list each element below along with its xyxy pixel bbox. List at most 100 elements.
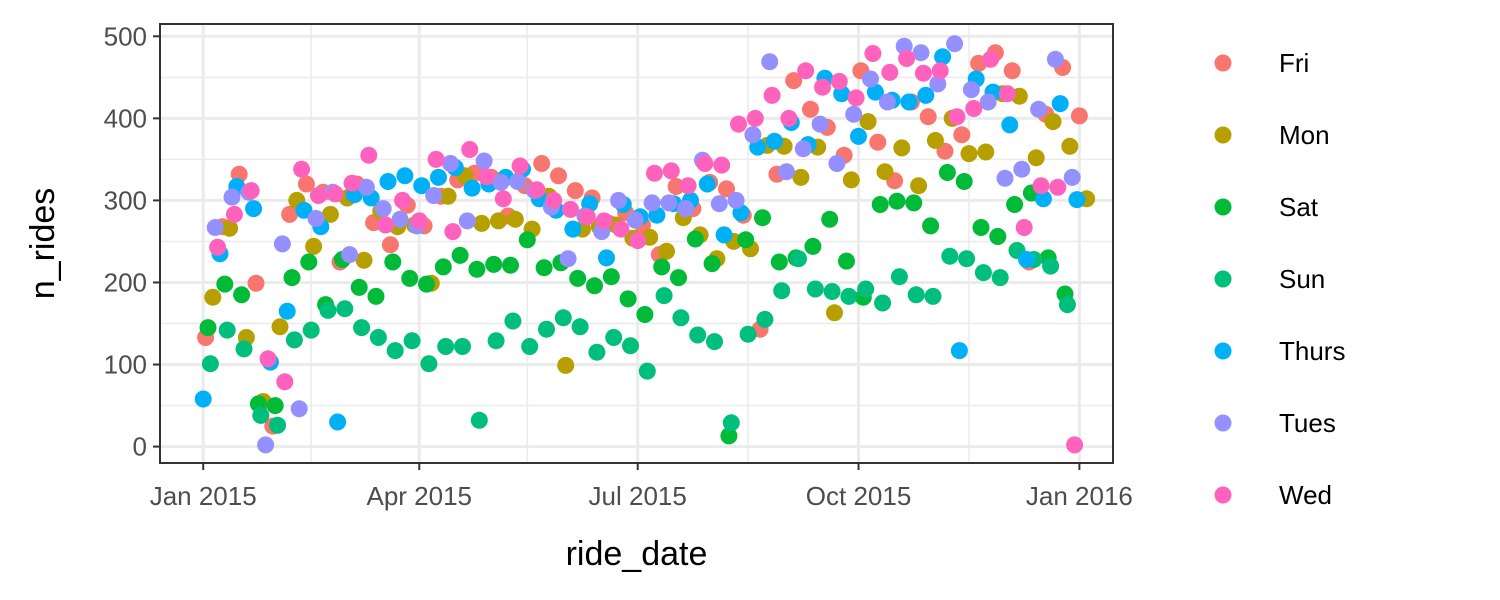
data-point-sun bbox=[554, 309, 572, 327]
data-point-tues bbox=[391, 210, 409, 228]
data-point-wed bbox=[982, 50, 1000, 68]
data-point-thurs bbox=[245, 200, 263, 218]
x-axis: Jan 2015 Apr 2015 Jul 2015 Oct 2015 Jan 2016 bbox=[150, 463, 1133, 511]
data-point-tues bbox=[794, 140, 812, 158]
data-point-sun bbox=[504, 312, 522, 330]
legend-label: Sun bbox=[1279, 264, 1325, 294]
data-point-wed bbox=[1032, 177, 1050, 195]
data-point-wed bbox=[797, 62, 815, 80]
legend-label: Sat bbox=[1279, 192, 1319, 222]
data-point-sat bbox=[569, 269, 587, 287]
data-point-sat bbox=[686, 230, 704, 248]
data-point-tues bbox=[610, 191, 627, 209]
data-point-thurs bbox=[850, 127, 867, 145]
data-point-wed bbox=[578, 208, 596, 226]
legend-item-tues: Tues bbox=[1214, 408, 1336, 438]
data-point-sat bbox=[972, 219, 990, 236]
data-point-sun bbox=[1058, 296, 1076, 314]
data-point-sun bbox=[840, 287, 858, 305]
data-point-wed bbox=[276, 373, 294, 391]
data-point-wed bbox=[646, 164, 663, 182]
data-point-sun bbox=[235, 340, 253, 358]
series-wed bbox=[209, 45, 1084, 454]
data-point-mon bbox=[893, 139, 911, 157]
data-point-mon bbox=[355, 251, 373, 269]
data-point-thurs bbox=[1018, 251, 1036, 268]
data-point-sun bbox=[823, 283, 841, 300]
data-point-tues bbox=[492, 173, 510, 191]
legend-key-wed bbox=[1214, 486, 1232, 504]
data-point-thurs bbox=[430, 168, 447, 186]
data-point-sun bbox=[336, 300, 354, 318]
data-point-mon bbox=[1027, 149, 1045, 167]
data-point-thurs bbox=[564, 220, 582, 238]
data-point-tues bbox=[257, 436, 275, 454]
data-point-tues bbox=[425, 187, 443, 204]
data-point-sat bbox=[838, 252, 855, 270]
data-point-mon bbox=[658, 242, 675, 260]
data-point-sat bbox=[955, 173, 973, 190]
data-point-sun bbox=[672, 309, 690, 327]
data-point-sun bbox=[1042, 257, 1060, 275]
data-point-sun bbox=[974, 264, 992, 282]
data-point-sun bbox=[420, 355, 438, 373]
data-point-sun bbox=[655, 287, 673, 305]
data-point-wed bbox=[1015, 219, 1033, 236]
data-point-sat bbox=[905, 194, 923, 212]
data-point-wed bbox=[730, 115, 747, 133]
data-point-sun bbox=[218, 321, 236, 339]
data-point-thurs bbox=[866, 83, 884, 101]
data-point-mon bbox=[876, 163, 894, 181]
x-tick-label: Jul 2015 bbox=[589, 481, 687, 511]
data-point-wed bbox=[713, 156, 731, 174]
x-axis-title: ride_date bbox=[566, 535, 708, 573]
data-point-sun bbox=[487, 332, 505, 350]
series-sat bbox=[199, 164, 1074, 445]
data-point-tues bbox=[828, 155, 846, 172]
data-point-tues bbox=[206, 219, 224, 236]
data-point-mon bbox=[204, 288, 222, 306]
data-point-mon bbox=[842, 171, 860, 189]
data-point-sat bbox=[451, 246, 469, 264]
data-point-wed bbox=[965, 100, 983, 117]
data-point-tues bbox=[1063, 168, 1081, 186]
legend-item-fri: Fri bbox=[1214, 48, 1309, 78]
legend-label: Wed bbox=[1279, 480, 1332, 510]
data-point-sun bbox=[252, 406, 270, 424]
data-point-sat bbox=[216, 275, 234, 293]
data-point-sat bbox=[350, 278, 368, 296]
data-point-tues bbox=[458, 212, 476, 230]
x-tick-label: Jan 2015 bbox=[150, 481, 257, 511]
data-point-mon bbox=[490, 212, 507, 230]
data-point-sat bbox=[266, 397, 284, 415]
data-point-thurs bbox=[934, 48, 952, 66]
data-point-thurs bbox=[715, 226, 733, 244]
data-point-sun bbox=[285, 331, 303, 349]
data-point-fri bbox=[1070, 107, 1088, 125]
data-point-wed bbox=[225, 205, 243, 223]
data-point-sun bbox=[269, 416, 287, 434]
data-point-sun bbox=[605, 329, 623, 346]
data-point-fri bbox=[566, 182, 584, 200]
series-sun bbox=[201, 242, 1076, 434]
data-point-sun bbox=[958, 250, 976, 268]
data-point-tues bbox=[357, 178, 375, 196]
data-point-mon bbox=[792, 168, 810, 186]
series-tues bbox=[206, 35, 1081, 454]
data-point-mon bbox=[506, 210, 524, 228]
data-point-sun bbox=[739, 325, 757, 343]
data-point-wed bbox=[259, 350, 277, 368]
data-point-fri bbox=[297, 175, 315, 193]
legend-item-sat: Sat bbox=[1214, 192, 1319, 222]
data-point-sun bbox=[991, 269, 1009, 287]
data-point-thurs bbox=[1034, 190, 1052, 208]
data-point-tues bbox=[710, 195, 728, 213]
data-point-sun bbox=[907, 286, 925, 304]
data-point-sun bbox=[806, 280, 824, 298]
data-point-sat bbox=[468, 260, 486, 278]
data-point-sat bbox=[804, 237, 822, 255]
x-tick-label: Jan 2016 bbox=[1026, 481, 1133, 511]
data-point-fri bbox=[247, 274, 265, 292]
data-point-wed bbox=[209, 238, 227, 256]
legend-label: Tues bbox=[1279, 408, 1336, 438]
